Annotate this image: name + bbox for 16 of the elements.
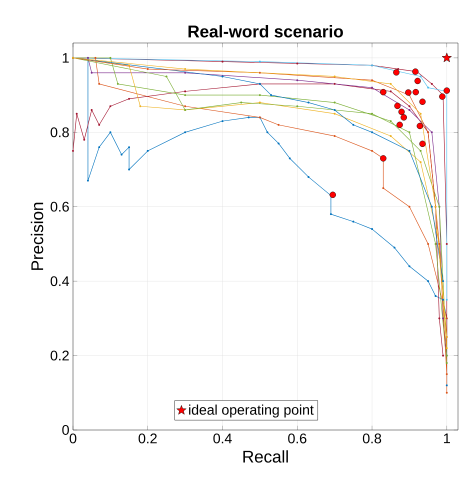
- y-tick-label: 0.4: [50, 276, 70, 286]
- x-tick-label: 1: [444, 434, 450, 444]
- y-tick-label: 0: [62, 425, 69, 435]
- x-axis-title: Recall: [243, 450, 288, 463]
- y-tick-label: 0.2: [50, 350, 69, 361]
- x-tick-label: 0.8: [362, 434, 382, 444]
- x-tick-label: 0.4: [213, 434, 232, 444]
- y-tick-label: 1: [62, 53, 69, 63]
- y-axis-title: Precision: [30, 202, 44, 270]
- y-tick-label: 0.6: [50, 202, 69, 212]
- legend-label: ideal operating point: [189, 404, 314, 418]
- x-tick-label: 0: [70, 434, 76, 444]
- x-tick-label: 0.2: [138, 434, 157, 444]
- x-tick-label: 0.6: [288, 434, 306, 444]
- chart-title: Real-word scenario: [188, 25, 343, 38]
- y-tick-label: 0.8: [50, 127, 69, 138]
